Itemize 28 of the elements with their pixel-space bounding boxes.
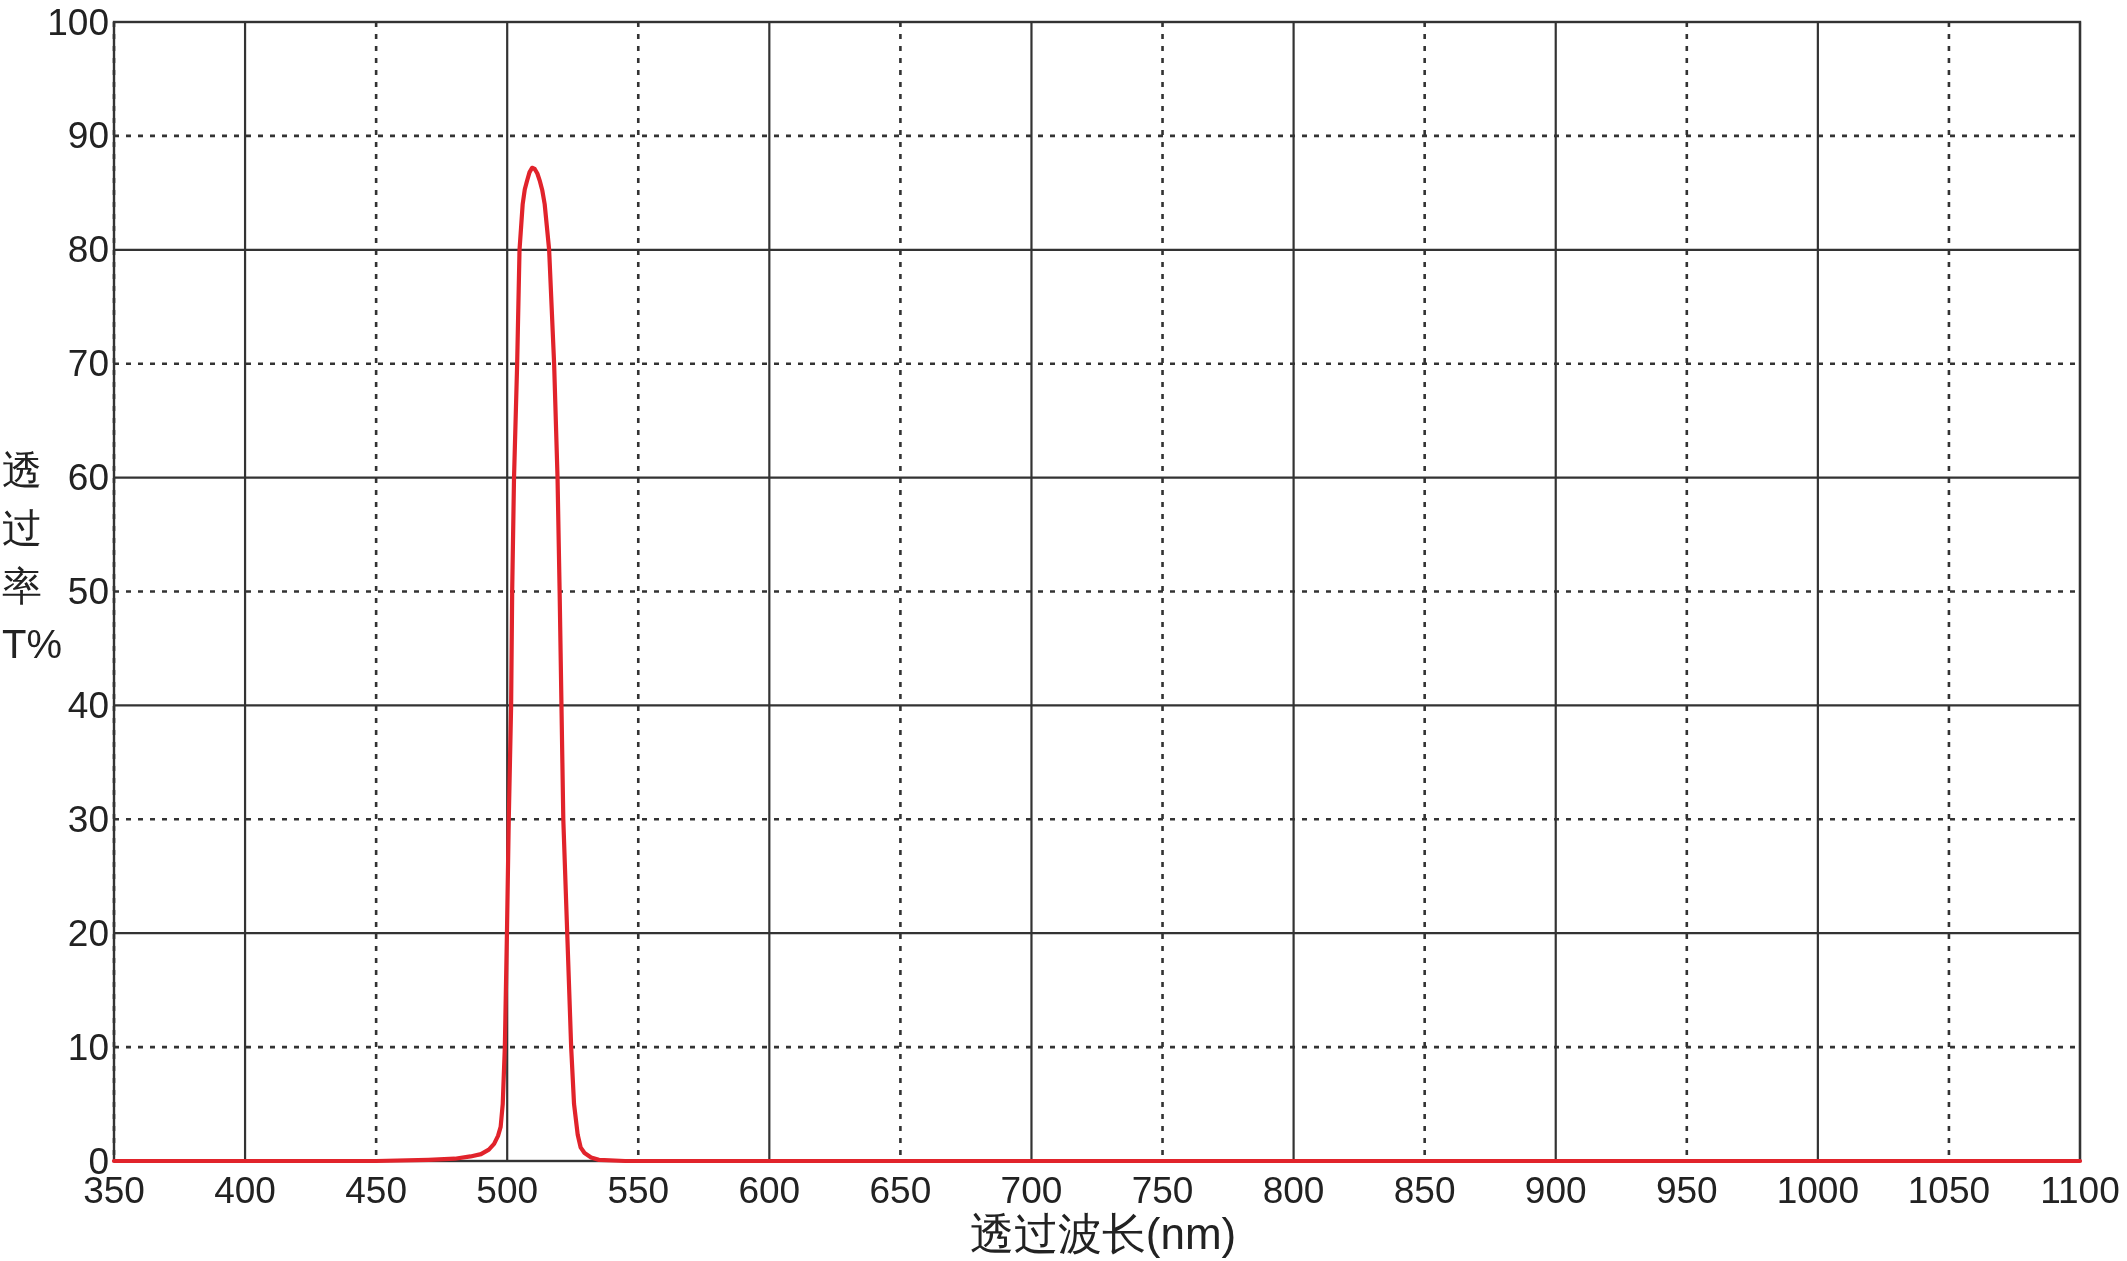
x-tick-label: 450 (345, 1169, 407, 1211)
x-tick-label: 550 (607, 1169, 670, 1211)
x-tick-label: 1050 (1907, 1169, 1991, 1211)
y-tick-label: 10 (67, 1026, 109, 1068)
x-tick-label: 1000 (1776, 1169, 1860, 1211)
x-tick-label: 850 (1393, 1169, 1456, 1211)
y-tick-label: 70 (67, 343, 109, 385)
x-tick-label: 500 (476, 1169, 539, 1211)
y-tick-label: 40 (67, 684, 109, 726)
x-tick-label: 900 (1524, 1169, 1587, 1211)
y-tick-label: 90 (67, 115, 109, 157)
line-series (111, 165, 2083, 1164)
x-tick-label: 400 (214, 1169, 276, 1211)
x-tick-label: 750 (1131, 1169, 1194, 1211)
y-tick-label: 60 (67, 457, 109, 499)
x-tick-label: 650 (869, 1169, 932, 1211)
y-tick-label: 50 (67, 571, 109, 612)
x-axis-title: 透过波长(nm) (969, 1208, 1237, 1258)
y-tick-label: 20 (67, 912, 109, 954)
y-tick-label: 100 (47, 1, 109, 43)
x-tick-label: 1100 (2040, 1169, 2120, 1211)
x-tick-label: 800 (1262, 1169, 1325, 1211)
y-tick-label: 30 (67, 798, 109, 840)
x-tick-label: 700 (1000, 1169, 1063, 1211)
x-tick-label: 600 (738, 1169, 801, 1211)
x-tick-label: 950 (1655, 1169, 1718, 1211)
y-tick-label: 80 (67, 229, 109, 271)
y-axis-title: 透过率T% (2, 447, 62, 666)
